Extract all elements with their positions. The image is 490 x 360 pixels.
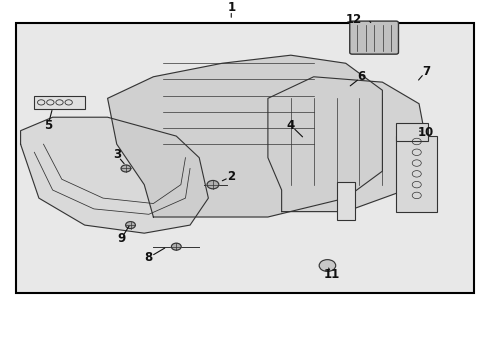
Circle shape bbox=[207, 180, 219, 189]
Text: 1: 1 bbox=[227, 1, 235, 14]
Polygon shape bbox=[108, 55, 382, 217]
Text: 12: 12 bbox=[345, 13, 362, 26]
Circle shape bbox=[172, 243, 181, 250]
Polygon shape bbox=[268, 77, 428, 212]
FancyBboxPatch shape bbox=[337, 182, 355, 220]
FancyBboxPatch shape bbox=[396, 136, 438, 212]
FancyBboxPatch shape bbox=[396, 123, 428, 141]
Text: 5: 5 bbox=[44, 119, 52, 132]
FancyBboxPatch shape bbox=[16, 23, 474, 293]
FancyBboxPatch shape bbox=[34, 96, 85, 109]
Circle shape bbox=[125, 222, 135, 229]
Text: 11: 11 bbox=[324, 269, 340, 282]
Text: 6: 6 bbox=[358, 70, 366, 83]
FancyBboxPatch shape bbox=[350, 21, 398, 54]
Circle shape bbox=[121, 165, 131, 172]
Polygon shape bbox=[21, 117, 208, 233]
Text: 10: 10 bbox=[418, 126, 434, 139]
Text: 8: 8 bbox=[145, 251, 153, 264]
Text: 4: 4 bbox=[287, 119, 295, 132]
Text: 3: 3 bbox=[113, 148, 121, 162]
Circle shape bbox=[319, 260, 336, 271]
Text: 2: 2 bbox=[227, 170, 235, 183]
Text: 9: 9 bbox=[117, 232, 125, 245]
Text: 7: 7 bbox=[422, 65, 430, 78]
